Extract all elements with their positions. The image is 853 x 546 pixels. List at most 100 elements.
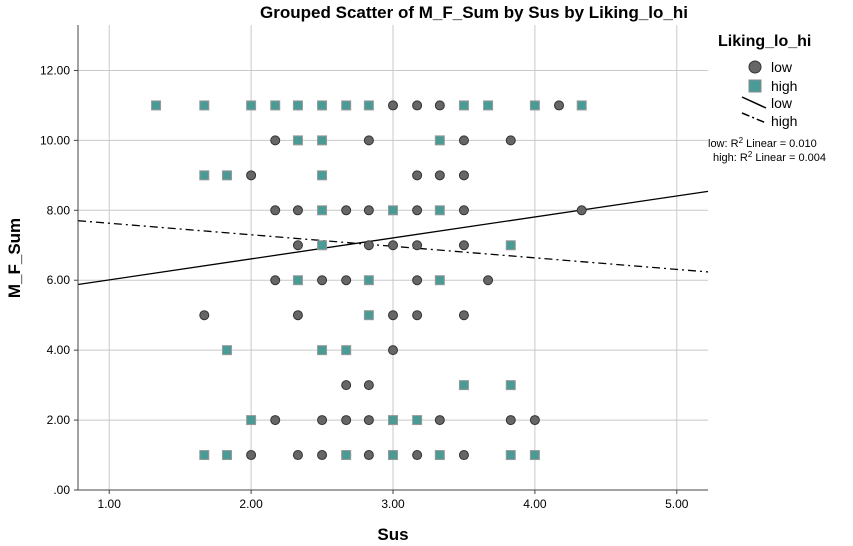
point-low — [458, 240, 469, 251]
legend-high-fit-line — [741, 112, 767, 124]
point-low — [246, 450, 257, 461]
point-high — [363, 275, 374, 286]
point-high — [388, 450, 398, 461]
x-tick-label: 1.00 — [98, 497, 122, 511]
point-high — [363, 310, 374, 321]
point-low — [412, 310, 423, 321]
y-axis-title: M_F_Sum — [5, 218, 24, 298]
point-high — [388, 415, 398, 426]
point-high — [317, 135, 328, 146]
point-low — [363, 380, 374, 391]
x-axis-title: Sus — [377, 525, 408, 544]
point-high — [199, 450, 210, 461]
point-low — [412, 275, 423, 286]
point-low — [292, 450, 303, 461]
point-low — [434, 170, 445, 181]
x-tick-label: 5.00 — [665, 497, 689, 511]
point-low — [388, 345, 398, 356]
legend: Liking_lo_hi low high low high low: R2 L… — [708, 33, 826, 164]
point-high — [221, 170, 232, 181]
point-high — [199, 100, 210, 111]
point-high — [434, 275, 445, 286]
point-low — [292, 205, 303, 216]
fit-lines — [77, 190, 709, 286]
point-high — [246, 415, 257, 426]
point-high — [529, 100, 540, 111]
point-high — [458, 380, 469, 391]
point-low — [458, 135, 469, 146]
legend-high-square-marker — [748, 79, 762, 93]
point-low — [412, 170, 423, 181]
point-low — [458, 170, 469, 181]
point-high — [317, 205, 328, 216]
legend-low-line-label: low — [771, 95, 793, 111]
point-low — [341, 275, 352, 286]
point-low — [270, 205, 281, 216]
data-points — [151, 100, 587, 461]
legend-high-marker-label: high — [771, 78, 797, 94]
point-low — [412, 450, 423, 461]
fit-line-high — [77, 220, 709, 273]
point-low — [388, 100, 398, 111]
legend-title: Liking_lo_hi — [718, 33, 811, 50]
point-high — [505, 380, 516, 391]
point-low — [341, 205, 352, 216]
y-axis-ticks: .00 2.00 4.00 6.00 8.00 10.00 12.00 — [40, 63, 78, 497]
point-high — [483, 100, 494, 111]
point-high — [199, 170, 210, 181]
point-high — [317, 240, 328, 251]
point-low — [388, 310, 398, 321]
point-low — [270, 275, 281, 286]
point-low — [529, 415, 540, 426]
point-high — [341, 345, 352, 356]
point-low — [505, 415, 516, 426]
point-low — [483, 275, 494, 286]
point-high — [363, 100, 374, 111]
legend-low-fit-line — [741, 96, 767, 109]
point-high — [221, 450, 232, 461]
legend-low-marker-label: low — [771, 59, 793, 75]
y-tick-label: 6.00 — [47, 273, 71, 287]
point-low — [458, 205, 469, 216]
x-tick-label: 2.00 — [239, 497, 263, 511]
y-tick-label: 4.00 — [47, 343, 71, 357]
point-high — [292, 135, 303, 146]
point-high — [221, 345, 232, 356]
point-high — [341, 100, 352, 111]
y-tick-label: .00 — [53, 483, 70, 497]
point-low — [363, 205, 374, 216]
point-low — [434, 415, 445, 426]
point-low — [363, 415, 374, 426]
point-high — [317, 345, 328, 356]
point-low — [246, 170, 257, 181]
point-low — [554, 100, 565, 111]
point-high — [529, 450, 540, 461]
legend-low-circle-marker — [748, 60, 762, 74]
point-low — [412, 240, 423, 251]
point-low — [363, 450, 374, 461]
point-low — [434, 100, 445, 111]
x-axis-ticks: 1.00 2.00 3.00 4.00 5.00 — [98, 490, 689, 511]
x-tick-label: 4.00 — [523, 497, 547, 511]
point-high — [388, 205, 398, 216]
point-low — [270, 135, 281, 146]
rsq-high-text: high: R2 Linear = 0.004 — [713, 150, 826, 164]
x-tick-label: 3.00 — [381, 497, 405, 511]
point-low — [388, 240, 398, 251]
point-low — [576, 205, 587, 216]
point-high — [576, 100, 587, 111]
point-high — [434, 450, 445, 461]
point-low — [199, 310, 210, 321]
point-high — [505, 450, 516, 461]
legend-high-line-label: high — [771, 113, 797, 129]
point-high — [434, 205, 445, 216]
point-low — [363, 135, 374, 146]
point-low — [505, 135, 516, 146]
point-low — [363, 240, 374, 251]
point-high — [151, 100, 162, 111]
y-tick-label: 12.00 — [40, 63, 70, 77]
rsq-low-text: low: R2 Linear = 0.010 — [708, 136, 817, 150]
point-high — [246, 100, 257, 111]
point-low — [317, 415, 328, 426]
